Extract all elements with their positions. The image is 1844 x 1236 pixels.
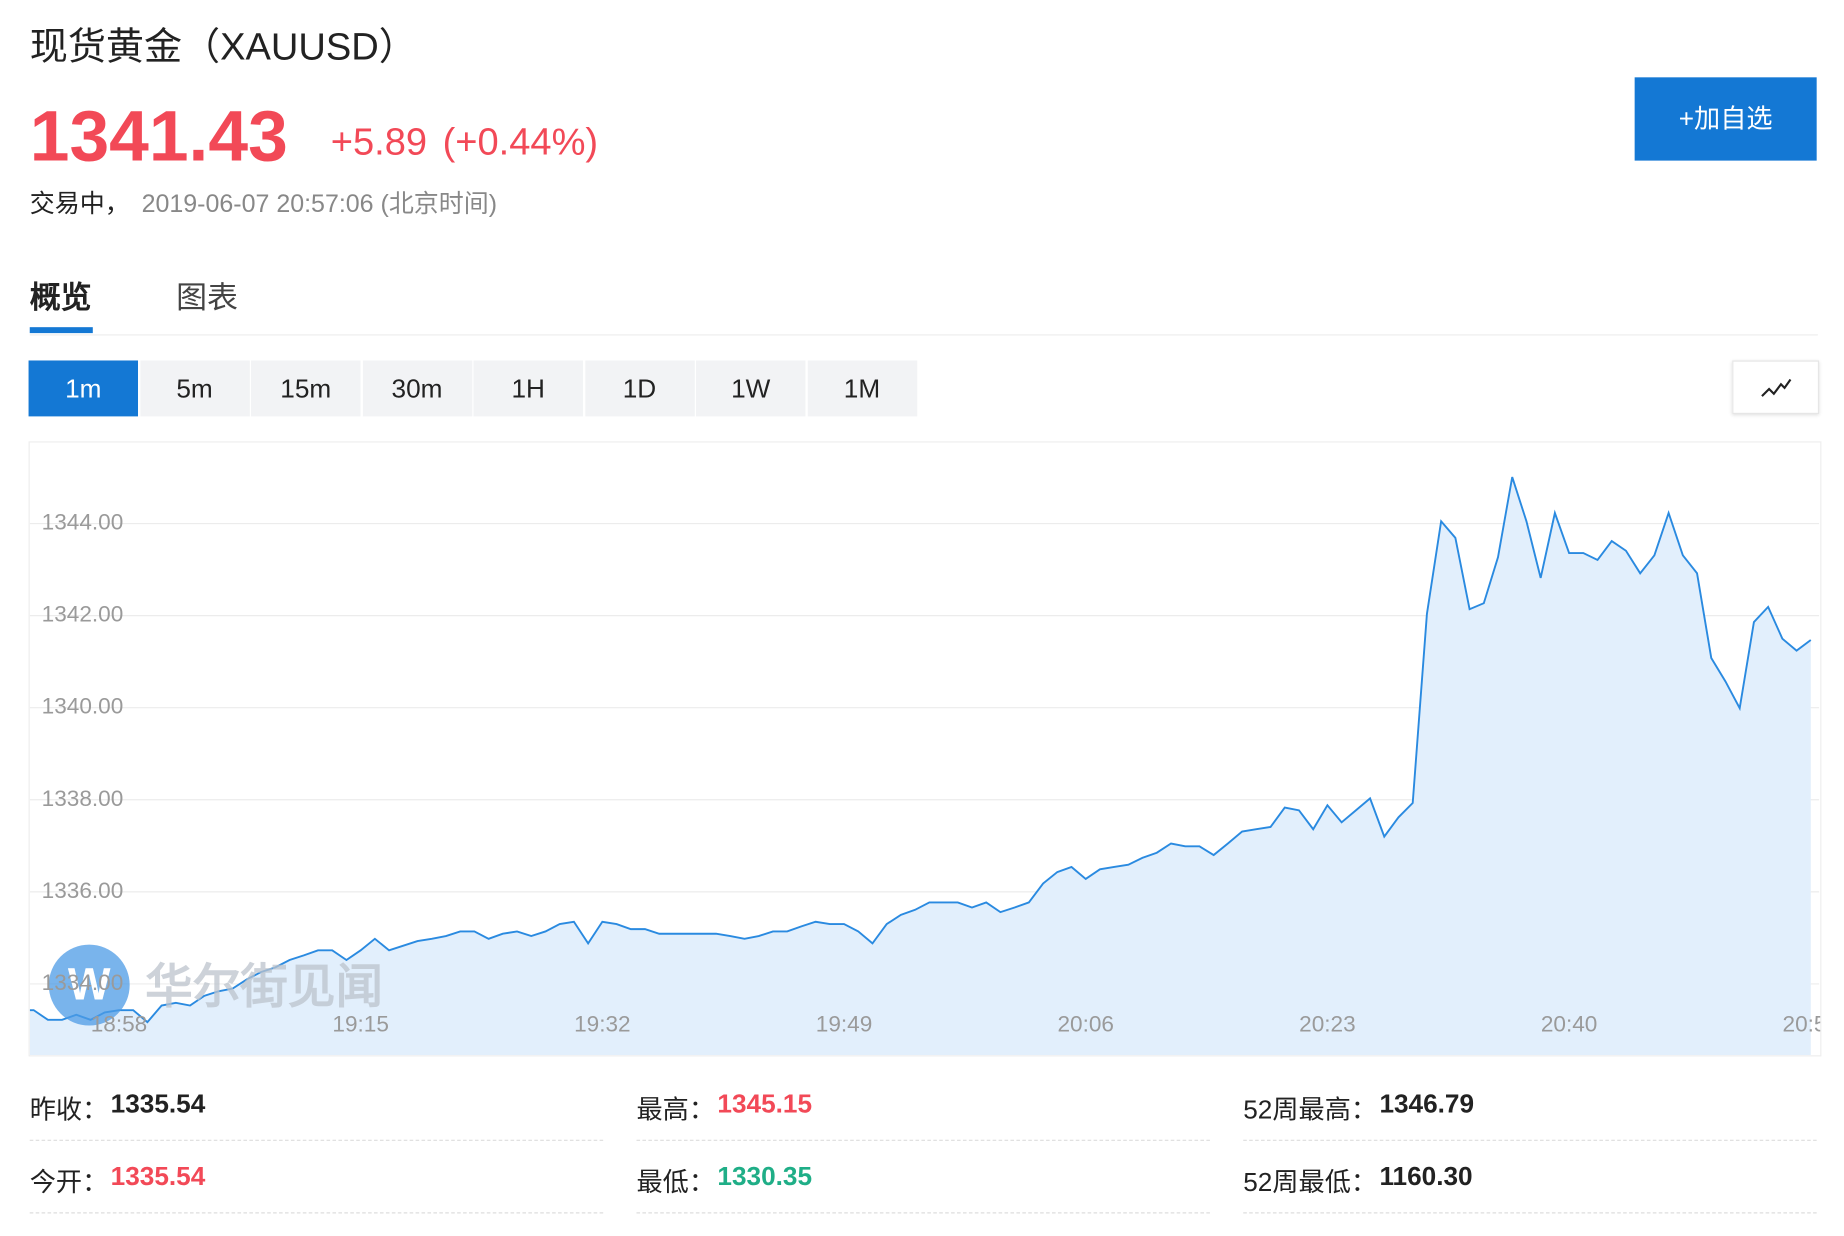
x-tick-label: 19:49 bbox=[816, 1011, 873, 1036]
chart: W 华尔街见闻 1334.00 1336.00 1338.00 1340.00 1342… bbox=[29, 476, 1821, 1056]
stat-label: 52周最高： bbox=[1243, 1094, 1378, 1125]
period-button[interactable]: 30m bbox=[362, 360, 472, 417]
y-tick-label: 1340.00 bbox=[42, 694, 124, 719]
period-button[interactable]: 15m bbox=[251, 360, 361, 417]
stat-label: 52周最低： bbox=[1243, 1167, 1378, 1197]
period-button[interactable]: 1W bbox=[695, 360, 806, 417]
stat-value: 1335.54 bbox=[110, 1088, 206, 1119]
watermark-logo-letter: W bbox=[68, 958, 111, 1009]
watermark: 华尔街见闻 bbox=[145, 961, 383, 1014]
stat-divider bbox=[636, 1139, 1210, 1141]
y-tick-label: 1336.00 bbox=[42, 878, 124, 903]
x-tick-label: 19:15 bbox=[332, 1011, 389, 1036]
period-button[interactable]: 1m bbox=[28, 360, 139, 417]
watchlist-button[interactable]: +加自选 bbox=[1634, 77, 1817, 161]
stat-divider bbox=[29, 1212, 604, 1214]
period-button[interactable]: 1H bbox=[473, 360, 583, 417]
change: +5.89 bbox=[330, 120, 428, 163]
stat-divider bbox=[636, 1212, 1210, 1214]
chart-icon bbox=[1761, 378, 1792, 397]
period-button[interactable]: 1D bbox=[584, 360, 695, 417]
y-tick-label: 1338.00 bbox=[42, 786, 124, 811]
separator bbox=[29, 334, 1818, 336]
stat-value: 1345.15 bbox=[717, 1088, 813, 1119]
stat-divider bbox=[1243, 1212, 1817, 1214]
x-tick-label: 19:32 bbox=[574, 1011, 631, 1036]
x-tick-label: 18:58 bbox=[91, 1011, 148, 1036]
chart-type-button[interactable] bbox=[1732, 360, 1820, 415]
area bbox=[29, 477, 1811, 1056]
title: 现货黄金（XAUUSD） bbox=[29, 24, 417, 68]
stat-value: 1330.35 bbox=[717, 1161, 813, 1191]
x-tick-label: 20:23 bbox=[1299, 1011, 1356, 1036]
x-tick-label: 20:57 bbox=[1783, 1011, 1821, 1036]
period-button[interactable]: 1M bbox=[807, 360, 917, 417]
stat-label: 最低： bbox=[636, 1167, 716, 1197]
stat-label: 昨收： bbox=[29, 1094, 109, 1125]
watermark-logo bbox=[48, 944, 130, 1026]
price: 1341.43 bbox=[29, 96, 288, 177]
y-tick-label: 1334.00 bbox=[42, 970, 124, 995]
tab[interactable]: 图表 bbox=[176, 279, 238, 316]
x-tick-label: 20:06 bbox=[1057, 1011, 1114, 1036]
stat-label: 今开： bbox=[29, 1167, 109, 1197]
y-tick-label: 1344.00 bbox=[42, 510, 124, 535]
tab-indicator bbox=[29, 327, 93, 334]
status: 交易中， bbox=[29, 190, 130, 218]
line bbox=[29, 476, 1812, 1024]
stat-value: 1160.30 bbox=[1379, 1161, 1473, 1191]
stat-divider bbox=[1243, 1139, 1817, 1141]
y-tick-label: 1342.00 bbox=[42, 602, 124, 627]
stat-value: 1346.79 bbox=[1379, 1088, 1475, 1119]
change-pct: (+0.44%) bbox=[442, 120, 599, 163]
time: 2019-06-07 20:57:06 (北京时间) bbox=[141, 190, 498, 218]
stat-label: 最高： bbox=[636, 1094, 716, 1125]
x-tick-label: 20:40 bbox=[1541, 1011, 1598, 1036]
stat-divider bbox=[29, 1139, 604, 1141]
period-button[interactable]: 5m bbox=[139, 360, 250, 417]
tab[interactable]: 概览 bbox=[29, 279, 92, 316]
chart-frame bbox=[28, 441, 1822, 1057]
stat-value: 1335.54 bbox=[110, 1161, 206, 1191]
